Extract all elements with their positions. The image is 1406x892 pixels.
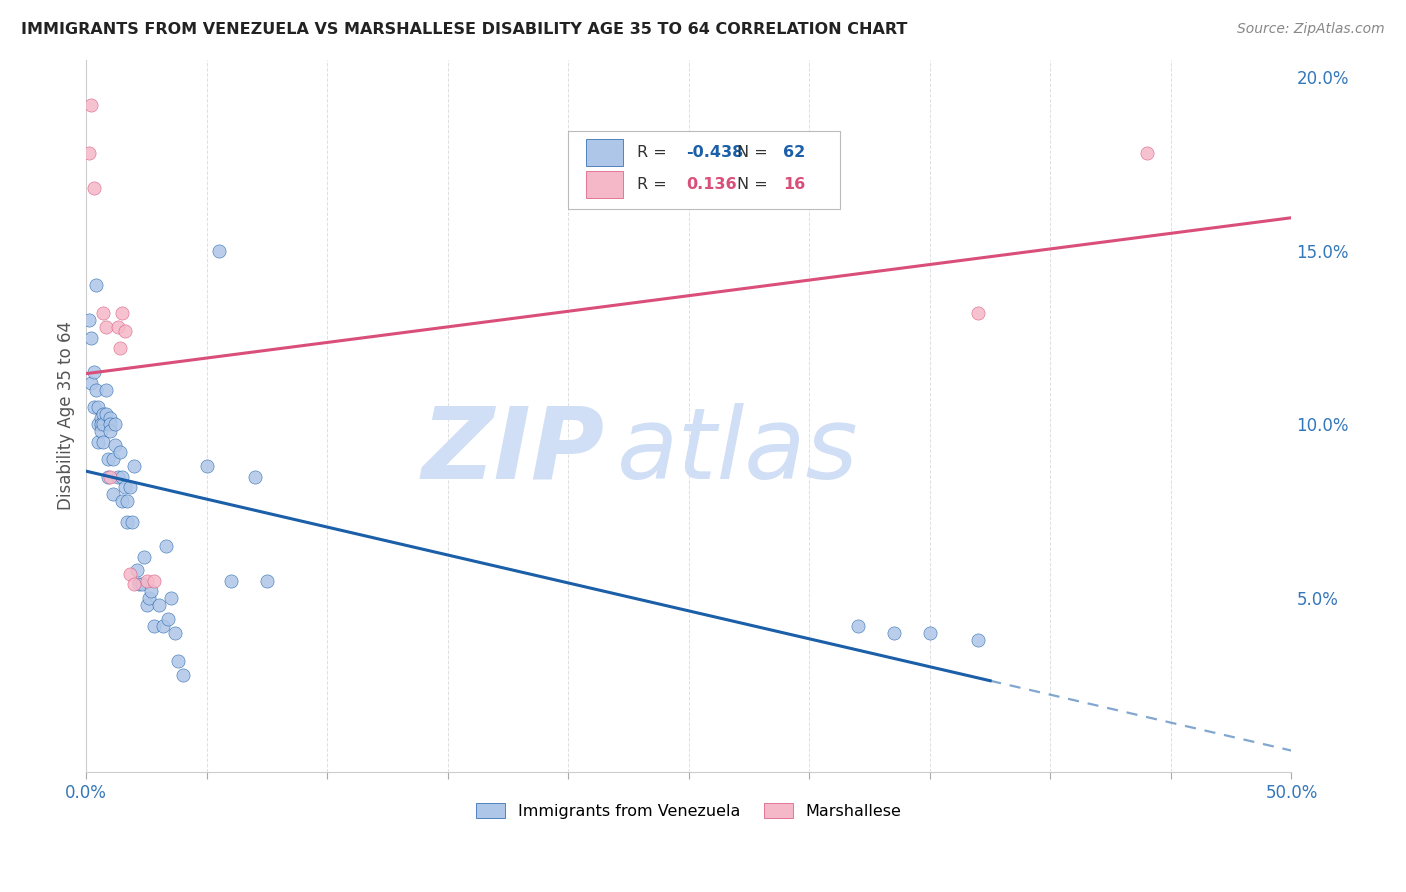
Point: [124, 577, 146, 591]
Point: [94, 383, 117, 397]
Point: [131, 577, 153, 591]
Point: [219, 574, 242, 588]
Point: [83, 400, 105, 414]
Point: [100, 425, 122, 439]
Point: [100, 469, 122, 483]
Bar: [586, 170, 623, 198]
Point: [80, 376, 103, 390]
Point: [117, 494, 139, 508]
Point: [91, 434, 114, 449]
Point: [111, 306, 134, 320]
Point: [77, 313, 100, 327]
Point: [91, 306, 114, 320]
Point: [208, 244, 231, 258]
Point: [94, 407, 117, 421]
Point: [883, 626, 905, 640]
Point: [846, 619, 869, 633]
Point: [159, 591, 181, 606]
Point: [83, 365, 105, 379]
Point: [135, 574, 157, 588]
Text: R =: R =: [637, 145, 672, 160]
Point: [114, 480, 136, 494]
Text: 16: 16: [783, 177, 806, 192]
Point: [101, 452, 124, 467]
Point: [100, 410, 122, 425]
Point: [87, 434, 110, 449]
Point: [142, 619, 165, 633]
Point: [117, 515, 139, 529]
Point: [97, 469, 120, 483]
Bar: [586, 138, 623, 166]
Point: [108, 341, 131, 355]
Point: [167, 654, 190, 668]
Text: N =: N =: [737, 145, 773, 160]
Text: R =: R =: [637, 177, 672, 192]
Point: [77, 146, 100, 161]
Point: [90, 417, 112, 432]
Point: [243, 469, 266, 483]
Text: 0.136: 0.136: [686, 177, 737, 192]
Point: [157, 612, 180, 626]
Point: [111, 494, 134, 508]
Text: IMMIGRANTS FROM VENEZUELA VS MARSHALLESE DISABILITY AGE 35 TO 64 CORRELATION CHA: IMMIGRANTS FROM VENEZUELA VS MARSHALLESE…: [21, 22, 907, 37]
Point: [141, 584, 163, 599]
Point: [918, 626, 941, 640]
Legend: Immigrants from Venezuela, Marshallese: Immigrants from Venezuela, Marshallese: [470, 797, 908, 825]
Point: [107, 320, 129, 334]
Point: [195, 459, 218, 474]
Point: [108, 445, 131, 459]
Point: [134, 549, 156, 564]
FancyBboxPatch shape: [568, 131, 839, 210]
Point: [1136, 146, 1159, 161]
Point: [138, 591, 160, 606]
Text: -0.438: -0.438: [686, 145, 744, 160]
Point: [967, 306, 990, 320]
Text: 62: 62: [783, 145, 806, 160]
Point: [90, 425, 112, 439]
Point: [104, 417, 127, 432]
Point: [107, 469, 129, 483]
Point: [124, 459, 146, 474]
Point: [104, 438, 127, 452]
Point: [256, 574, 278, 588]
Text: atlas: atlas: [617, 403, 858, 500]
Point: [90, 410, 112, 425]
Point: [91, 407, 114, 421]
Point: [128, 577, 150, 591]
Point: [118, 480, 141, 494]
Point: [87, 417, 110, 432]
Point: [118, 566, 141, 581]
Point: [121, 515, 143, 529]
Point: [94, 320, 117, 334]
Point: [80, 330, 103, 344]
Text: N =: N =: [737, 177, 773, 192]
Point: [97, 452, 120, 467]
Y-axis label: Disability Age 35 to 64: Disability Age 35 to 64: [58, 321, 75, 510]
Point: [84, 383, 107, 397]
Point: [114, 324, 136, 338]
Point: [135, 598, 157, 612]
Point: [125, 563, 148, 577]
Point: [967, 632, 990, 647]
Text: ZIP: ZIP: [422, 403, 605, 500]
Point: [152, 619, 174, 633]
Point: [87, 400, 110, 414]
Point: [83, 181, 105, 195]
Point: [91, 417, 114, 432]
Point: [142, 574, 165, 588]
Point: [165, 626, 187, 640]
Point: [84, 278, 107, 293]
Point: [100, 417, 122, 432]
Point: [101, 487, 124, 501]
Point: [148, 598, 170, 612]
Point: [172, 667, 194, 681]
Point: [111, 469, 134, 483]
Text: Source: ZipAtlas.com: Source: ZipAtlas.com: [1237, 22, 1385, 37]
Point: [155, 539, 177, 553]
Point: [80, 97, 103, 112]
